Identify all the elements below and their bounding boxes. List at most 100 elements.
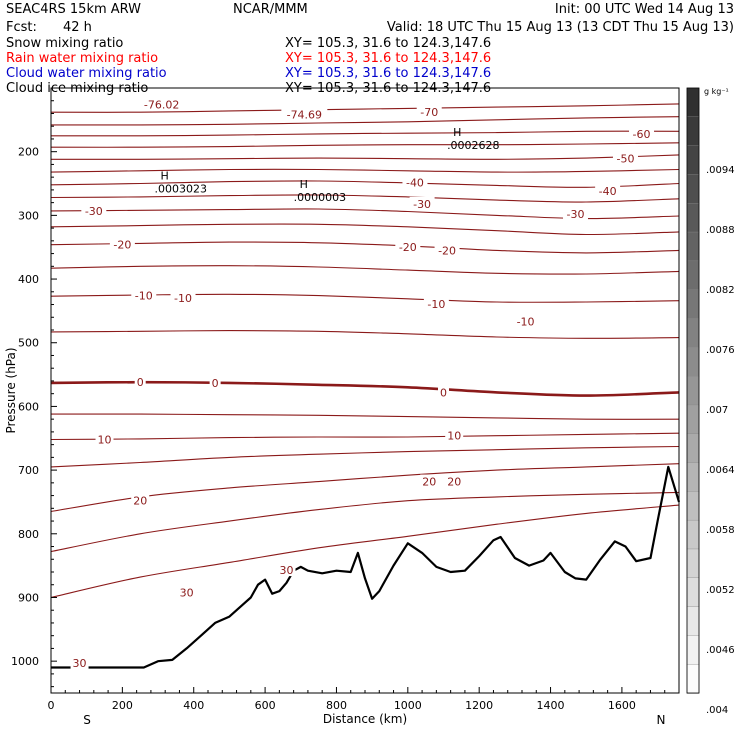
y-tick-label: 900 <box>18 591 39 604</box>
high-marker-value: .0002628 <box>447 139 500 152</box>
contour-label-bg <box>395 240 421 254</box>
isotherm--35 <box>51 194 679 203</box>
contour-label: 10 <box>447 430 461 443</box>
high-marker-value: .0000003 <box>294 191 347 204</box>
colorbar-tick-label: .0082 <box>706 285 735 296</box>
contour-label-bg <box>612 151 638 165</box>
contour-label: -20 <box>113 239 131 252</box>
contour-label-bg <box>445 474 464 488</box>
init-time: Init: 00 UTC Wed 14 Aug 13 <box>554 2 734 17</box>
isotherm-5 <box>51 413 679 420</box>
contour-label-bg <box>402 175 428 189</box>
isotherm--70 <box>51 103 679 113</box>
isotherm--20 <box>51 241 679 254</box>
colorbar-segment <box>686 231 700 262</box>
isotherm-30 <box>51 504 679 599</box>
contour-label: -74.69 <box>287 109 322 122</box>
colorbar-tick-label: .007 <box>706 405 728 416</box>
contour-label: 0 <box>212 377 219 390</box>
colorbar: .0094 .0088 .0082 .0076 .007 .0064 .0058 .0052.… <box>686 87 735 716</box>
contour-label-bg <box>416 105 442 119</box>
contour-label: -30 <box>85 205 103 218</box>
contour-label: -70 <box>420 106 438 119</box>
contour-label: -10 <box>174 292 192 305</box>
x-tick-label: 1600 <box>608 699 636 712</box>
colorbar-segment <box>686 203 700 233</box>
colorbar-segment <box>686 174 700 204</box>
contour-label: -40 <box>599 185 617 198</box>
x-tick-label: 0 <box>48 699 55 712</box>
contour-label: 20 <box>133 495 147 508</box>
field-name-cloud-water: Cloud water mixing ratio <box>6 66 167 81</box>
field-name-snow: Snow mixing ratio <box>6 36 124 51</box>
x-tick-label: 600 <box>255 699 276 712</box>
org-label: NCAR/MMM <box>233 2 308 17</box>
colorbar-segment <box>686 375 700 406</box>
y-tick-label: 800 <box>18 528 39 541</box>
y-tick-label: 700 <box>18 464 39 477</box>
colorbar-segment <box>686 548 700 579</box>
contour-label-bg <box>445 428 464 442</box>
contour-label: -20 <box>399 241 417 254</box>
field-name-rain: Rain water mixing ratio <box>6 51 159 66</box>
contour-labels: -76.02 -74.69 -70 -60 -50 -40 -40 -30 -30 -30 -20 -… <box>70 97 655 670</box>
y-tick-label: 600 <box>18 400 39 413</box>
isotherm--5 <box>51 330 679 339</box>
contour-label: 30 <box>280 564 294 577</box>
forecast-hours: 42 h <box>63 20 92 35</box>
x-tick-label: 400 <box>183 699 204 712</box>
x-tick-label: 1400 <box>537 699 565 712</box>
plot-frame <box>50 87 680 694</box>
model-title: SEAC4RS 15km ARW <box>6 2 142 17</box>
colorbar-segment <box>686 462 700 493</box>
contour-label: -40 <box>406 176 424 189</box>
x-tick-label: 1000 <box>394 699 422 712</box>
isotherm--55 <box>51 142 679 148</box>
x-tick-label: 1200 <box>465 699 493 712</box>
colorbar-tick-label: .0088 <box>706 225 735 236</box>
colorbar-segment <box>686 404 700 435</box>
isotherm-25 <box>51 491 679 553</box>
contour-label-bg <box>177 585 196 599</box>
contour-label: -20 <box>438 244 456 257</box>
contour-label-bg <box>434 243 460 257</box>
contour-label: 0 <box>440 386 447 399</box>
contour-label-bg <box>109 237 135 251</box>
axes: 0 200 400 600 800 1000 1200 1400 160020030040050… <box>4 87 680 727</box>
colorbar-segment <box>686 606 700 637</box>
contour-label-bg <box>513 314 539 328</box>
y-tick-label: 400 <box>18 273 39 286</box>
colorbar-segment <box>686 260 700 291</box>
contour-label-bg <box>95 432 114 446</box>
isotherm--40 <box>51 180 679 188</box>
colorbar-segment <box>686 433 700 464</box>
isotherm--45 <box>51 168 679 173</box>
y-axis-title: Pressure (hPa) <box>4 347 18 433</box>
isotherm--65 <box>51 116 679 126</box>
contour-label-bg <box>209 375 221 389</box>
colorbar-segment <box>686 145 700 176</box>
colorbar-tick-label: .0064 <box>706 465 735 476</box>
contour-label-bg <box>138 97 185 111</box>
contour-label: -60 <box>633 128 651 141</box>
contour-label-bg <box>281 107 328 121</box>
colorbar-tick-label: .004 <box>706 705 728 716</box>
contour-label: 20 <box>447 476 461 489</box>
colorbar-segment <box>686 289 700 320</box>
contour-label: 30 <box>180 586 194 599</box>
contour-label: -10 <box>517 316 535 329</box>
colorbar-segment <box>686 491 700 521</box>
contour-label: -30 <box>567 208 585 221</box>
high-marker-letter: H <box>160 169 168 182</box>
contour-label: -76.02 <box>144 99 179 112</box>
colorbar-tick-label: .0046 <box>706 645 735 656</box>
high-marker-letter: H <box>453 126 461 139</box>
high-marker-letter: H <box>300 178 308 191</box>
y-tick-label: 500 <box>18 337 39 350</box>
contour-label-bg <box>420 474 439 488</box>
contour-label-bg <box>438 385 449 399</box>
colorbar-segment <box>686 577 700 608</box>
y-tick-label: 200 <box>18 146 39 159</box>
